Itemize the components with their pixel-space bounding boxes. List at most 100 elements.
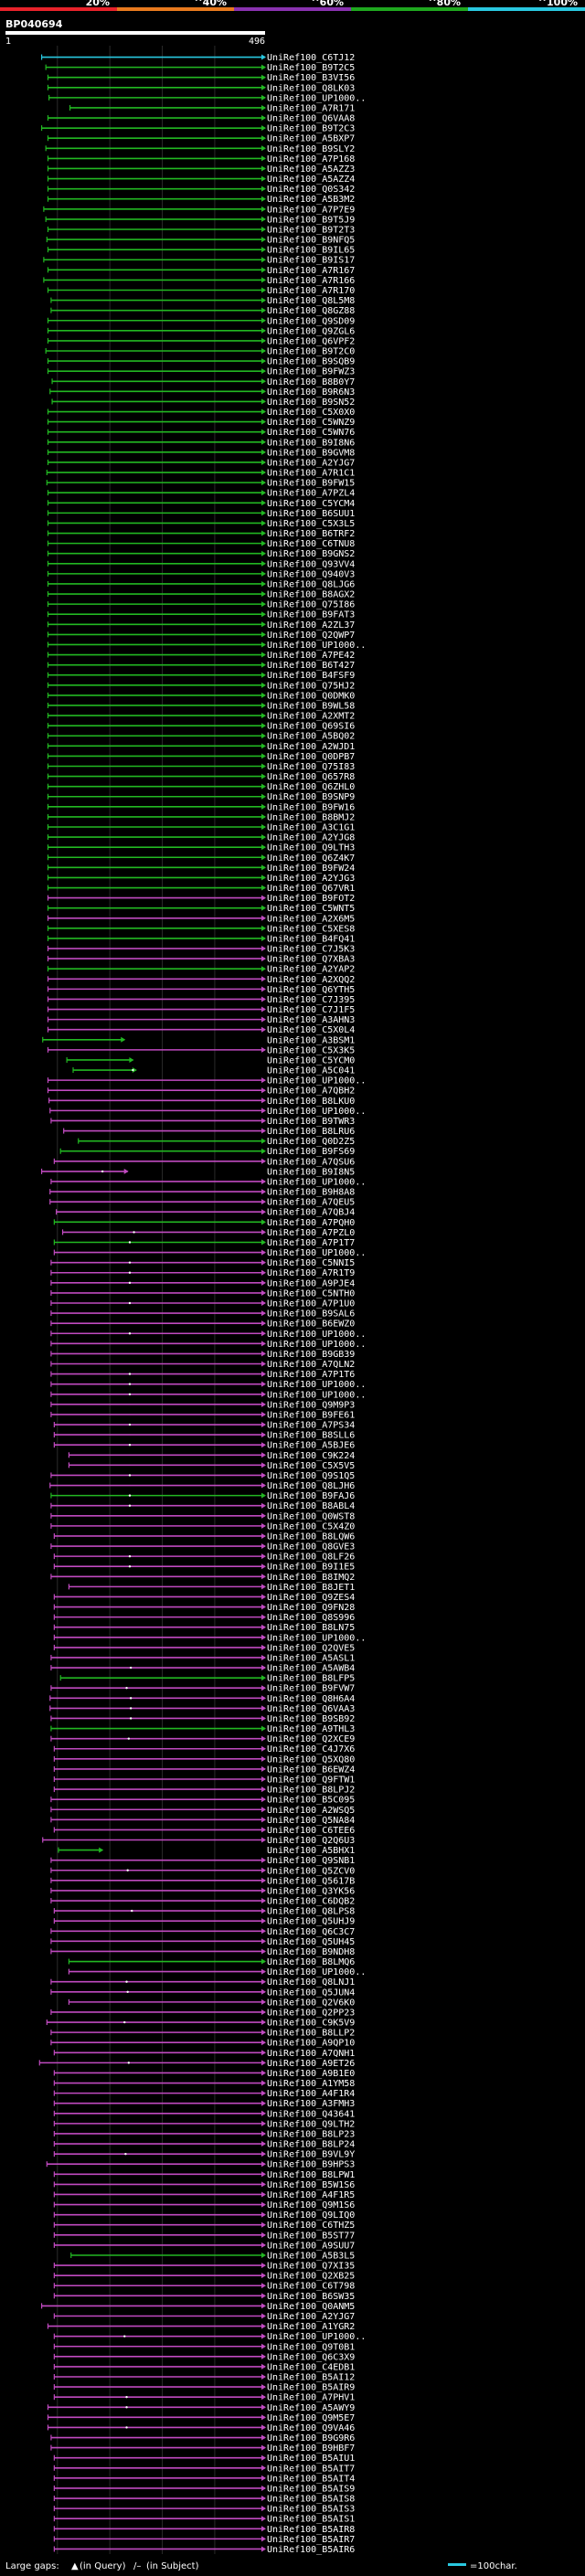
hit-row[interactable]: UniRef100_B9I1E5 [53,1563,355,1573]
hit-row[interactable]: UniRef100_C5X4Z0 [50,1521,355,1532]
hit-row[interactable]: UniRef100_UP1000.. [53,2332,366,2342]
hit-row[interactable]: UniRef100_A5AWB4 [50,1664,355,1674]
hit-row[interactable]: UniRef100_Q5XQ80 [53,1754,355,1765]
hit-row[interactable]: UniRef100_B5AIR8 [53,2525,355,2535]
hit-row[interactable]: UniRef100_A7PHV1 [53,2393,355,2403]
hit-row[interactable]: UniRef100_B6SUU1 [47,509,355,519]
hit-row[interactable]: UniRef100_B8LP24 [53,2140,355,2150]
hit-row[interactable]: UniRef100_B6EWZ0 [50,1320,355,1330]
hit-row[interactable]: UniRef100_A5ASL1 [50,1653,355,1663]
hit-row[interactable]: UniRef100_Q2XCE9 [50,1734,355,1744]
hit-row[interactable]: UniRef100_C5X0X0 [47,408,355,418]
hit-row[interactable]: UniRef100_B5ST77 [53,2231,355,2241]
hit-row[interactable]: UniRef100_Q8LPS8 [53,1907,355,1917]
hit-row[interactable]: UniRef100_Q75HJ2 [47,681,355,691]
hit-row[interactable]: UniRef100_A7QSU6 [53,1157,355,1167]
hit-row[interactable]: UniRef100_B5AIT7 [53,2464,355,2474]
hit-row[interactable]: UniRef100_B6T427 [47,661,355,671]
hit-row[interactable]: UniRef100_B9FAT3 [47,610,355,620]
hit-row[interactable]: UniRef100_A7R171 [69,103,356,113]
hit-row[interactable]: UniRef100_Q8H6A4 [49,1694,356,1704]
hit-row[interactable]: UniRef100_A3C1G1 [47,823,355,833]
hit-row[interactable]: UniRef100_A7R167 [47,266,355,276]
hit-row[interactable]: UniRef100_Q43641 [53,2109,355,2119]
hit-row[interactable]: UniRef100_A5BHX1 [58,1846,355,1856]
hit-row[interactable]: UniRef100_B5C095 [50,1796,355,1806]
hit-row[interactable]: UniRef100_Q6C3C7 [50,1927,355,1937]
hit-row[interactable]: UniRef100_C5WN76 [47,428,355,438]
hit-row[interactable]: UniRef100_C6TNU8 [47,539,355,549]
hit-row[interactable]: UniRef100_A7QNH1 [53,2049,355,2059]
hit-row[interactable]: UniRef100_B9T2C5 [45,63,355,73]
hit-row[interactable]: UniRef100_B9GNS2 [47,549,355,559]
hit-row[interactable]: UniRef100_Q6VPF2 [47,336,355,346]
hit-row[interactable]: UniRef100_B9G9R6 [50,2433,355,2443]
hit-row[interactable]: UniRef100_B5AIR9 [53,2383,355,2393]
hit-row[interactable]: UniRef100_A1YGR2 [47,2322,355,2332]
hit-row[interactable]: UniRef100_C7J5K3 [47,945,355,955]
hit-row[interactable]: UniRef100_C5XES8 [47,924,355,934]
hit-row[interactable]: UniRef100_Q6YTH5 [47,985,355,995]
hit-row[interactable]: UniRef100_C5YCM4 [47,499,355,509]
hit-row[interactable]: UniRef100_Q2XB25 [53,2272,355,2282]
hit-row[interactable]: UniRef100_B5AIS3 [53,2505,355,2515]
hit-row[interactable]: UniRef100_B8B0Y7 [51,377,355,387]
hit-row[interactable]: UniRef100_B8SLL6 [53,1431,355,1441]
hit-row[interactable]: UniRef100_C6THZ5 [53,2221,355,2231]
hit-row[interactable]: UniRef100_A3BSM1 [42,1035,356,1045]
hit-row[interactable]: UniRef100_A2ZL37 [47,620,355,631]
hit-row[interactable]: UniRef100_B4FQ41 [47,934,355,944]
hit-row[interactable]: UniRef100_Q67VR1 [47,884,355,894]
hit-row[interactable]: UniRef100_Q3YK56 [50,1886,355,1896]
hit-row[interactable]: UniRef100_Q6VAA3 [49,1704,356,1714]
hit-row[interactable]: UniRef100_B9FE61 [50,1410,355,1420]
hit-row[interactable]: UniRef100_A4F1R5 [53,2190,355,2200]
hit-row[interactable]: UniRef100_Q8LF26 [53,1553,355,1563]
hit-row[interactable]: UniRef100_B9FW24 [47,864,355,874]
hit-row[interactable]: UniRef100_Q8LNJ1 [50,1977,355,1988]
hit-row[interactable]: UniRef100_B5AIS1 [53,2515,355,2525]
hit-row[interactable]: UniRef100_A7QBJ4 [56,1208,356,1218]
hit-row[interactable]: UniRef100_B4FSF9 [47,671,355,681]
hit-row[interactable]: UniRef100_C6DQB2 [50,1897,355,1907]
hit-row[interactable]: UniRef100_A7P1T6 [50,1370,355,1380]
hit-row[interactable]: UniRef100_Q2QWP7 [47,631,355,641]
hit-row[interactable]: UniRef100_Q2QVE5 [53,1643,355,1653]
hit-row[interactable]: UniRef100_B8LPJ2 [53,1786,355,1796]
hit-row[interactable]: UniRef100_B9WL58 [47,701,355,711]
hit-row[interactable]: UniRef100_A2XMT2 [47,712,355,722]
hit-row[interactable]: UniRef100_A7PZL0 [61,1228,356,1238]
hit-row[interactable]: UniRef100_Q69SI6 [47,722,355,732]
hit-row[interactable]: UniRef100_Q2Q6U3 [42,1836,356,1846]
hit-row[interactable]: UniRef100_B9T2C0 [45,347,355,357]
hit-row[interactable]: UniRef100_C5NTH0 [50,1288,355,1299]
hit-row[interactable]: UniRef100_B5AIR6 [53,2545,355,2555]
hit-row[interactable]: UniRef100_A7QBH2 [47,1087,355,1097]
hit-row[interactable]: UniRef100_Q7XI35 [53,2262,355,2272]
hit-row[interactable]: UniRef100_Q8LJG6 [47,579,355,589]
hit-row[interactable]: UniRef100_Q5JUN4 [50,1988,355,1998]
hit-row[interactable]: UniRef100_Q657R8 [47,772,355,782]
hit-row[interactable]: UniRef100_B8LLP2 [50,2029,355,2039]
hit-row[interactable]: UniRef100_UP1000.. [47,1076,366,1087]
hit-row[interactable]: UniRef100_B8LMQ6 [68,1957,355,1967]
hit-row[interactable]: UniRef100_C6TEE6 [53,1826,355,1836]
hit-row[interactable]: UniRef100_Q0D2Z5 [78,1137,356,1147]
hit-row[interactable]: UniRef100_A9SUU7 [53,2241,355,2251]
hit-row[interactable]: UniRef100_A5C041 [72,1066,355,1076]
hit-row[interactable]: UniRef100_UP1000.. [47,641,366,651]
hit-row[interactable]: UniRef100_B8JET1 [68,1583,355,1593]
hit-row[interactable]: UniRef100_B9NFQ5 [46,236,355,246]
hit-row[interactable]: UniRef100_A5AZZ4 [47,175,355,185]
hit-row[interactable]: UniRef100_A9QP10 [50,2039,355,2049]
hit-row[interactable]: UniRef100_Q0S342 [47,185,355,195]
hit-row[interactable]: UniRef100_A7PE42 [47,651,355,661]
hit-row[interactable]: UniRef100_A7QEU5 [49,1198,356,1208]
hit-row[interactable]: UniRef100_B5AIS9 [53,2484,355,2494]
hit-row[interactable]: UniRef100_C5X3L5 [47,519,355,529]
hit-row[interactable]: UniRef100_B8ABL4 [50,1501,355,1511]
hit-row[interactable]: UniRef100_B9FW16 [47,802,355,812]
hit-row[interactable]: UniRef100_UP1000.. [50,1380,366,1390]
hit-row[interactable]: UniRef100_Q8GZ88 [50,306,355,316]
hit-row[interactable]: UniRef100_Q0DMK0 [47,691,355,701]
